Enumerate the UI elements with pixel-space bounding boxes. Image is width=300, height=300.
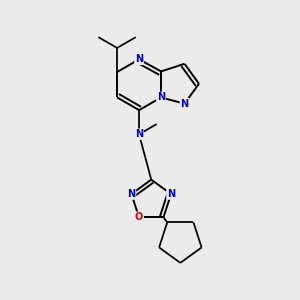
Text: N: N [167, 189, 175, 199]
Text: N: N [180, 99, 189, 109]
Text: N: N [128, 189, 136, 199]
Text: O: O [135, 212, 143, 222]
Text: N: N [157, 92, 165, 102]
Text: N: N [135, 129, 143, 139]
Text: N: N [135, 54, 143, 64]
